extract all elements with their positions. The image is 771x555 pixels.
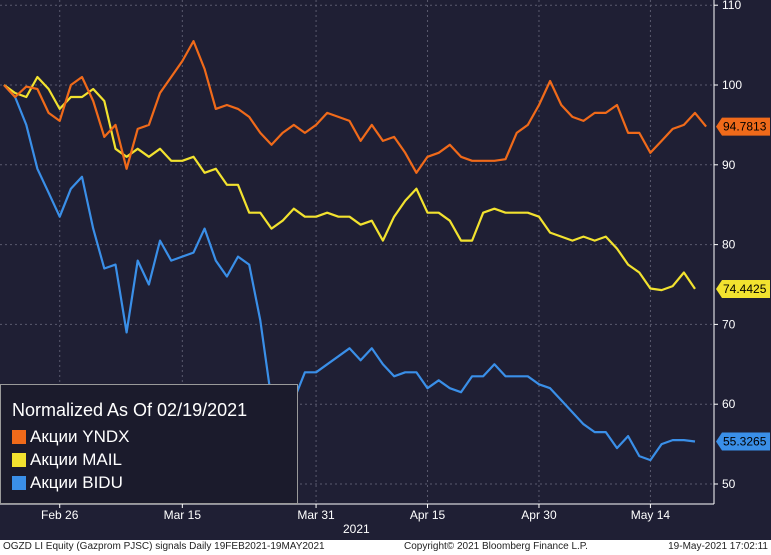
last-value-label-1: 74.4425	[716, 279, 770, 298]
legend: Normalized As Of 02/19/2021 Акции YNDX А…	[0, 384, 298, 504]
last-value-tag	[716, 432, 770, 451]
x-tick-label: Mar 31	[297, 508, 335, 522]
footer-timestamp: 19-May-2021 17:02:11	[668, 541, 768, 552]
y-tick-label: 80	[722, 238, 736, 252]
last-value-text: 74.4425	[723, 282, 767, 296]
chart-title: Normalized As Of 02/19/2021	[12, 400, 248, 420]
footer-source: OGZD LI Equity (Gazprom PJSC) signals Da…	[3, 541, 325, 552]
y-tick-label: 90	[722, 158, 736, 172]
legend-label-yndx: Акции YNDX	[30, 427, 130, 446]
y-tick-label: 100	[722, 78, 742, 92]
footer-bar: OGZD LI Equity (Gazprom PJSC) signals Da…	[0, 540, 771, 555]
footer-copyright: Copyright© 2021 Bloomberg Finance L.P.	[404, 541, 588, 552]
y-tick-label: 110	[722, 0, 741, 12]
y-tick-label: 50	[722, 477, 736, 491]
series-line-0	[3, 39, 707, 174]
x-tick-label: Feb 26	[41, 508, 79, 522]
legend-item-mail: Акции MAIL	[12, 449, 122, 471]
x-tick-label: May 14	[631, 508, 671, 522]
x-tick-label: Apr 15	[410, 508, 446, 522]
x-tick-label: Mar 15	[164, 508, 202, 522]
series-line-2	[3, 84, 696, 462]
last-value-tag	[716, 279, 770, 298]
last-value-labels: 94.7813 74.4425 55.3265	[716, 117, 770, 451]
legend-swatch-bidu	[12, 476, 26, 490]
legend-label-mail: Акции MAIL	[30, 450, 122, 469]
series-line-1	[3, 75, 696, 292]
last-value-tag	[716, 117, 770, 136]
legend-label-bidu: Акции BIDU	[30, 473, 123, 492]
last-value-text: 55.3265	[723, 434, 767, 448]
y-tick-label: 60	[722, 397, 736, 411]
last-value-label-0: 94.7813	[716, 117, 770, 136]
series-layer	[3, 39, 707, 462]
legend-item-yndx: Акции YNDX	[12, 426, 129, 448]
legend-item-bidu: Акции BIDU	[12, 472, 123, 494]
y-tick-label: 70	[722, 317, 736, 331]
x-tick-label: Apr 30	[521, 508, 557, 522]
last-value-label-2: 55.3265	[716, 432, 770, 451]
legend-swatch-yndx	[12, 430, 26, 444]
axis-layer: 50 60 70 80 90 100 110 Feb 26 Mar 15 Mar 31 Apr 15…	[0, 0, 742, 522]
last-value-text: 94.7813	[723, 120, 767, 134]
year-label: 2021	[343, 522, 370, 536]
legend-swatch-mail	[12, 453, 26, 467]
